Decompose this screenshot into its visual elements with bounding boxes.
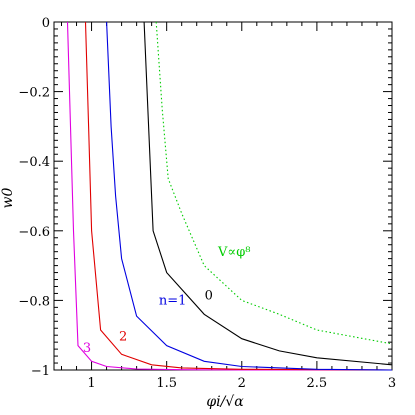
series-label-2: n=1	[159, 294, 187, 309]
series-label-1: 2	[119, 329, 127, 344]
series-line-0	[66, 21, 392, 371]
axis-tick-labels: 1 1.5 2 2.5 3 0 −0.2 −0.4 −0.6 −0.8 −1	[18, 16, 396, 391]
series-line-1	[84, 21, 393, 371]
y-tick-label: −0.6	[18, 225, 50, 240]
data-series	[66, 21, 393, 371]
series-label-0: 3	[83, 341, 91, 356]
series-labels: 3 2 n=1 0 V∝φ⁸	[83, 245, 251, 356]
x-axis-label: φi/√α	[206, 394, 244, 410]
y-tick-label: −0.8	[18, 294, 50, 309]
y-tick-label: −0.2	[18, 86, 50, 101]
x-tick-label: 3	[388, 376, 396, 391]
x-tick-label: 2.5	[307, 376, 328, 391]
x-axis-label-text: φi/√α	[206, 394, 244, 410]
y-tick-label: −0.4	[18, 155, 50, 170]
y-tick-label: −1	[31, 364, 50, 379]
y-axis-label: w0	[0, 187, 16, 208]
x-tick-label: 2	[238, 376, 246, 391]
series-line-2	[106, 21, 393, 371]
y-tick-label: 0	[42, 16, 50, 31]
x-tick-label: 1	[87, 376, 95, 391]
plot-frame	[53, 21, 393, 371]
y-axis-label-text: w0	[0, 187, 16, 208]
axis-ticks	[54, 21, 393, 371]
series-label-4: V∝φ⁸	[217, 245, 251, 260]
x-tick-label: 1.5	[156, 376, 177, 391]
series-label-3: 0	[205, 288, 213, 303]
series-line-3	[143, 21, 393, 366]
series-line-4	[155, 21, 393, 345]
